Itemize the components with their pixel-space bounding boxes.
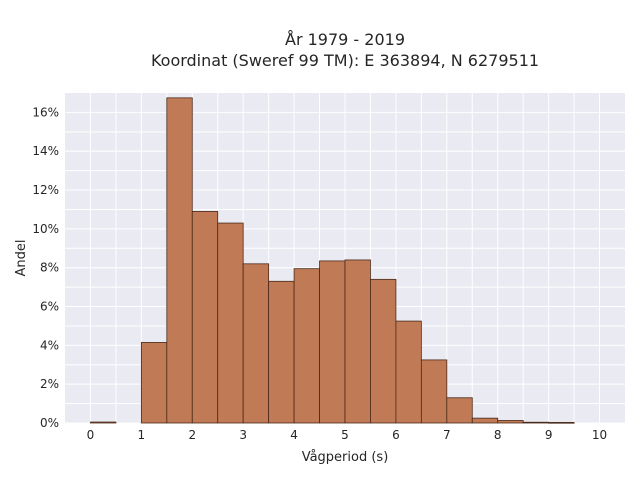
histogram-bar <box>471 417 499 424</box>
chart-title-line2: Koordinat (Sweref 99 TM): E 363894, N 62… <box>151 51 539 70</box>
histogram-bar <box>497 420 524 424</box>
y-tick-label: 12% <box>32 183 59 197</box>
chart-title-line1: År 1979 - 2019 <box>285 30 405 49</box>
y-tick-label: 2% <box>40 377 59 391</box>
histogram-bar <box>191 211 219 424</box>
y-tick-label: 10% <box>32 222 59 236</box>
y-tick-label: 0% <box>40 416 59 430</box>
histogram-bar <box>217 222 244 424</box>
x-tick-label: 7 <box>443 428 451 442</box>
x-tick-label: 5 <box>341 428 349 442</box>
histogram-bar <box>370 278 397 424</box>
x-tick-label: 9 <box>545 428 553 442</box>
histogram-bar <box>395 320 422 424</box>
histogram-bar <box>319 260 346 424</box>
x-axis-ticks: 0 1 2 3 4 5 6 7 8 9 10 <box>87 428 608 442</box>
y-axis-ticks: 0% 2% 4% 6% 8% 10% 12% 14% 16% <box>32 105 59 430</box>
y-tick-label: 16% <box>32 105 59 119</box>
x-tick-label: 2 <box>188 428 196 442</box>
histogram-bar <box>242 263 270 424</box>
x-tick-label: 6 <box>392 428 400 442</box>
y-tick-label: 14% <box>32 144 59 158</box>
histogram-bar <box>293 268 320 424</box>
bars <box>90 97 575 424</box>
histogram-bar <box>166 97 193 424</box>
x-tick-label: 0 <box>87 428 95 442</box>
histogram-bar <box>344 259 371 424</box>
histogram-bar <box>268 280 295 424</box>
y-tick-label: 8% <box>40 261 59 275</box>
histogram-bar <box>548 422 575 424</box>
x-tick-label: 1 <box>138 428 146 442</box>
histogram-bar <box>140 342 168 424</box>
x-axis-label: Vågperiod (s) <box>302 450 389 465</box>
x-tick-label: 10 <box>592 428 607 442</box>
histogram-bar <box>522 421 550 424</box>
histogram-bar <box>90 421 117 424</box>
x-tick-label: 4 <box>290 428 298 442</box>
y-axis-label: Andel <box>14 240 29 277</box>
histogram-bar <box>446 397 473 424</box>
y-tick-label: 6% <box>40 300 59 314</box>
histogram-bar <box>420 359 448 424</box>
x-tick-label: 8 <box>494 428 502 442</box>
y-tick-label: 4% <box>40 338 59 352</box>
x-tick-label: 3 <box>239 428 247 442</box>
